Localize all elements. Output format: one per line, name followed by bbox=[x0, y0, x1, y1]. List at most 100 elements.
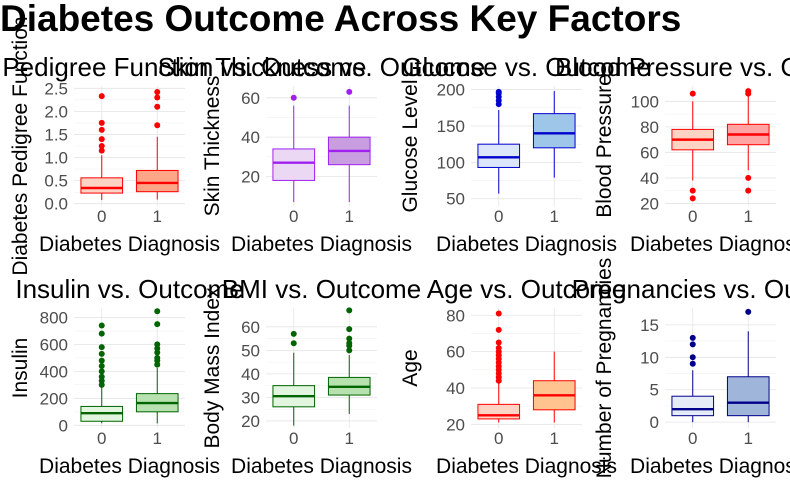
outlier-point bbox=[98, 350, 105, 357]
outlier-point bbox=[98, 143, 105, 149]
y-tick-label: 60 bbox=[640, 143, 659, 162]
outlier-point bbox=[689, 354, 696, 361]
box bbox=[477, 143, 521, 168]
outlier-point bbox=[98, 136, 105, 143]
panel-7: 20 40 60 80 0 1 Diabetes Diagnosis Age Age vs. O… bbox=[399, 274, 626, 478]
x-tick-label: 0 bbox=[97, 429, 106, 448]
y-tick-label: 60 bbox=[241, 89, 260, 108]
outlier-point bbox=[98, 147, 105, 154]
y-tick-label: 40 bbox=[241, 365, 260, 384]
outlier-point bbox=[290, 330, 297, 337]
y-axis-label: Glucose Level bbox=[399, 79, 422, 212]
box bbox=[726, 376, 770, 417]
x-tick-label: 1 bbox=[345, 207, 354, 226]
box-group-0 bbox=[272, 330, 316, 426]
box bbox=[135, 169, 179, 193]
outlier-point bbox=[346, 347, 353, 354]
x-axis-label: Diabetes Diagnosis bbox=[231, 233, 412, 256]
panel-title: Blood Pressure vs. Outcome bbox=[555, 52, 790, 82]
y-axis-label: Number of Pregnancies bbox=[593, 258, 616, 479]
y-tick-label: 2.5 bbox=[44, 79, 68, 98]
x-tick-label: 0 bbox=[289, 429, 298, 448]
panel-title: Pregnancies vs. Outcome bbox=[572, 274, 790, 304]
y-tick-label: 20 bbox=[241, 167, 260, 186]
box-group-0 bbox=[671, 334, 715, 423]
outlier-point bbox=[346, 326, 353, 333]
outlier-point bbox=[689, 195, 696, 202]
box-group-1 bbox=[726, 88, 770, 194]
panel-title: Age vs. Outcome bbox=[427, 274, 626, 304]
y-tick-label: 30 bbox=[241, 388, 260, 407]
y-tick-label: 20 bbox=[446, 415, 465, 434]
y-axis-label: Age bbox=[399, 349, 422, 386]
outlier-point bbox=[689, 90, 696, 97]
box bbox=[272, 148, 316, 181]
outlier-point bbox=[154, 308, 161, 315]
x-tick-label: 0 bbox=[688, 429, 697, 448]
outlier-point bbox=[495, 326, 502, 333]
x-axis-label: Diabetes Diagnosis bbox=[630, 233, 790, 256]
y-tick-label: 0.0 bbox=[44, 195, 68, 214]
outlier-point bbox=[98, 119, 105, 126]
panel-title: Skin Thickness vs. Outcome bbox=[158, 52, 486, 82]
y-tick-label: 100 bbox=[437, 153, 465, 172]
outlier-point bbox=[98, 373, 105, 380]
x-tick-label: 1 bbox=[153, 207, 162, 226]
outlier-point bbox=[98, 362, 105, 369]
x-axis-label: Diabetes Diagnosis bbox=[436, 455, 617, 478]
outlier-point bbox=[346, 340, 353, 347]
outlier-point bbox=[745, 308, 752, 315]
y-tick-label: 40 bbox=[640, 169, 659, 188]
box-group-1 bbox=[726, 308, 770, 423]
box bbox=[671, 395, 715, 417]
box-group-1 bbox=[532, 351, 576, 423]
outlier-point bbox=[98, 344, 105, 351]
y-tick-label: 800 bbox=[40, 308, 68, 327]
y-tick-label: 40 bbox=[446, 379, 465, 398]
x-tick-label: 1 bbox=[744, 429, 753, 448]
outlier-point bbox=[745, 187, 752, 194]
y-tick-label: 80 bbox=[446, 306, 465, 325]
x-tick-label: 1 bbox=[550, 429, 559, 448]
outlier-point bbox=[98, 330, 105, 337]
panel-title: Glucose vs. Outcome bbox=[402, 52, 651, 82]
panel-1: 0.0 0.5 1.0 1.5 2.0 2.5 0 1 Diabetes Diagnosis Di… bbox=[0, 16, 367, 275]
box bbox=[80, 177, 124, 194]
x-axis-label: Diabetes Diagnosis bbox=[436, 233, 617, 256]
box-group-0 bbox=[477, 310, 521, 423]
panel-title: BMI vs. Outcome bbox=[222, 274, 421, 304]
y-axis-label: Diabetes Pedigree Function bbox=[9, 16, 32, 275]
x-tick-label: 1 bbox=[550, 207, 559, 226]
y-tick-label: 2.0 bbox=[44, 102, 68, 121]
panel-8: 0 5 10 15 0 1 Diabetes Diagnosis Number of Preg… bbox=[572, 258, 790, 479]
box bbox=[477, 403, 521, 420]
outlier-point bbox=[745, 174, 752, 181]
box-group-0 bbox=[80, 322, 124, 424]
outlier-point bbox=[689, 334, 696, 341]
box-group-0 bbox=[80, 93, 124, 200]
outlier-point bbox=[495, 88, 502, 95]
y-tick-label: 200 bbox=[437, 81, 465, 100]
y-tick-label: 40 bbox=[241, 128, 260, 147]
outlier-point bbox=[154, 321, 161, 328]
box-group-1 bbox=[135, 89, 179, 200]
x-axis-label: Diabetes Diagnosis bbox=[630, 455, 790, 478]
y-tick-label: 400 bbox=[40, 362, 68, 381]
box-group-1 bbox=[135, 308, 179, 424]
y-tick-label: 50 bbox=[241, 341, 260, 360]
outlier-point bbox=[290, 94, 297, 101]
y-axis-label: Blood Pressure bbox=[593, 74, 616, 218]
outlier-point bbox=[98, 368, 105, 375]
outlier-point bbox=[689, 187, 696, 194]
y-tick-label: 5 bbox=[650, 381, 659, 400]
outlier-point bbox=[154, 122, 161, 129]
x-tick-label: 1 bbox=[345, 429, 354, 448]
y-tick-label: 10 bbox=[640, 348, 659, 367]
x-axis-label: Diabetes Diagnosis bbox=[231, 455, 412, 478]
outlier-point bbox=[689, 360, 696, 367]
panel-3: 50 100 150 200 0 1 Diabetes Diagnosis Glucose L… bbox=[399, 52, 651, 256]
x-tick-label: 1 bbox=[744, 207, 753, 226]
outlier-point bbox=[495, 339, 502, 346]
